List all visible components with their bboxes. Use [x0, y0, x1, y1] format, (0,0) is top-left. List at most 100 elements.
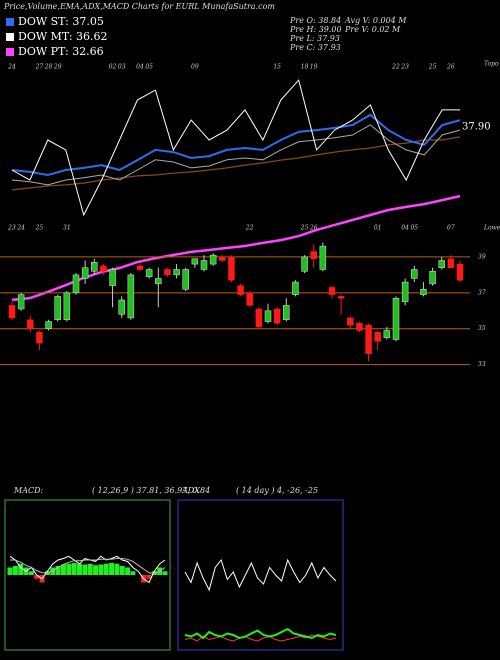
candle-body: [292, 281, 299, 295]
stat: Pre C: 37.93: [289, 43, 341, 52]
panel-title: MACD:: [13, 486, 44, 495]
x-tick-label: 04: [136, 64, 144, 71]
indicator-line: [11, 113, 461, 177]
stat: Pre H: 39.00: [289, 25, 342, 34]
candle-body: [447, 258, 455, 268]
candle-body: [109, 269, 116, 286]
candle-body: [27, 319, 34, 329]
x-tick-label: 03: [118, 64, 126, 71]
macd-bar: [60, 564, 66, 575]
candle-body: [310, 251, 317, 259]
x-tick-label: 05: [410, 225, 418, 232]
candle-body: [456, 263, 464, 281]
candle-body: [191, 258, 199, 265]
x-tick-label: 18: [301, 64, 309, 71]
macd-line: [10, 558, 166, 575]
macd-bar: [28, 571, 34, 575]
candle-body: [237, 285, 244, 295]
macd-bar: [87, 563, 93, 575]
macd-bar: [109, 563, 115, 575]
macd-bar: [50, 567, 56, 575]
x-tick-label: 31: [63, 225, 71, 232]
legend-swatch: [6, 33, 14, 41]
candle-body: [200, 260, 208, 270]
legend-label: DOW PT: 32.66: [18, 45, 104, 58]
x-tick-label: 02: [109, 64, 117, 71]
candle-body: [63, 292, 71, 320]
x-tick-label: 22: [391, 64, 400, 71]
macd-bar: [114, 563, 120, 575]
indicator-line: [11, 124, 461, 186]
candle-body: [429, 271, 436, 285]
adx-line: [184, 558, 337, 592]
candle-body: [365, 324, 372, 355]
x-tick-label: 09: [191, 64, 199, 71]
candle-body: [347, 317, 354, 326]
candle-body: [8, 305, 16, 319]
candle-body: [383, 330, 391, 338]
candle-body: [91, 262, 98, 272]
x-tick-label: 15: [273, 64, 281, 71]
x-tick-label: 26: [309, 225, 318, 232]
x-tick-label: 04: [401, 225, 409, 232]
candle-body: [45, 321, 52, 329]
macd-bar: [7, 567, 13, 575]
candle-body: [228, 256, 235, 281]
macd-bar: [130, 571, 136, 575]
legend-label: DOW MT: 36.62: [18, 30, 108, 43]
macd-bar: [98, 564, 104, 575]
stat: Pre V: 0.02 M: [344, 25, 401, 34]
x-tick-label: 29: [53, 64, 62, 71]
indicator-line: [11, 79, 460, 217]
panel-subtitle: ( 12,26,9 ) 37.81, 36.97, 0.84: [92, 486, 210, 495]
adx-line: [184, 634, 337, 642]
candle-body: [411, 269, 418, 279]
stat: Avg V: 0.004 M: [344, 16, 407, 25]
candle-body: [72, 274, 80, 294]
chart-title: Price,Volume,EMA,ADX,MACD Charts for EUR…: [3, 2, 275, 11]
macd-bar: [103, 563, 109, 575]
corner-label: Topo: [484, 61, 499, 68]
x-tick-label: 28: [44, 64, 53, 71]
macd-bar: [71, 563, 77, 575]
candle-body: [182, 269, 189, 290]
x-tick-label: 01: [374, 225, 382, 232]
candle-body: [100, 265, 107, 272]
macd-bar: [34, 575, 40, 579]
x-tick-label: 25: [35, 225, 44, 232]
candle-body: [81, 267, 89, 279]
macd-bar: [76, 563, 82, 575]
x-tick-label: 19: [310, 64, 318, 71]
candle-body: [145, 269, 153, 277]
candle-body: [219, 256, 226, 261]
y-tick-label: 33: [478, 361, 486, 368]
candle-body: [374, 332, 381, 342]
panel-subtitle: ( 14 day ) 4, -26, -25: [236, 486, 318, 495]
x-tick-label: 24: [16, 225, 25, 232]
candle-body: [164, 269, 171, 276]
macd-bar: [162, 571, 168, 575]
candle-body: [420, 288, 427, 295]
candle-body: [283, 305, 290, 320]
macd-bar: [55, 566, 61, 575]
macd-bar: [66, 563, 72, 575]
y-tick-label: 39: [478, 253, 486, 260]
candle-body: [392, 297, 400, 340]
x-tick-label: 23: [400, 64, 409, 71]
candle-body: [118, 299, 125, 315]
candle-body: [356, 323, 363, 331]
macd-bar: [82, 564, 88, 575]
macd-bar: [119, 566, 125, 575]
panel: [177, 499, 344, 651]
x-tick-label: 26: [446, 64, 455, 71]
stat: Pre O: 38.84: [289, 16, 341, 25]
macd-bar: [125, 567, 131, 575]
macd-bar: [12, 566, 18, 575]
candle-body: [36, 332, 43, 344]
candle-body: [173, 269, 180, 276]
annotation: 37.90: [462, 122, 491, 133]
x-tick-label: 25: [428, 64, 437, 71]
x-tick-label: 22: [245, 225, 254, 232]
